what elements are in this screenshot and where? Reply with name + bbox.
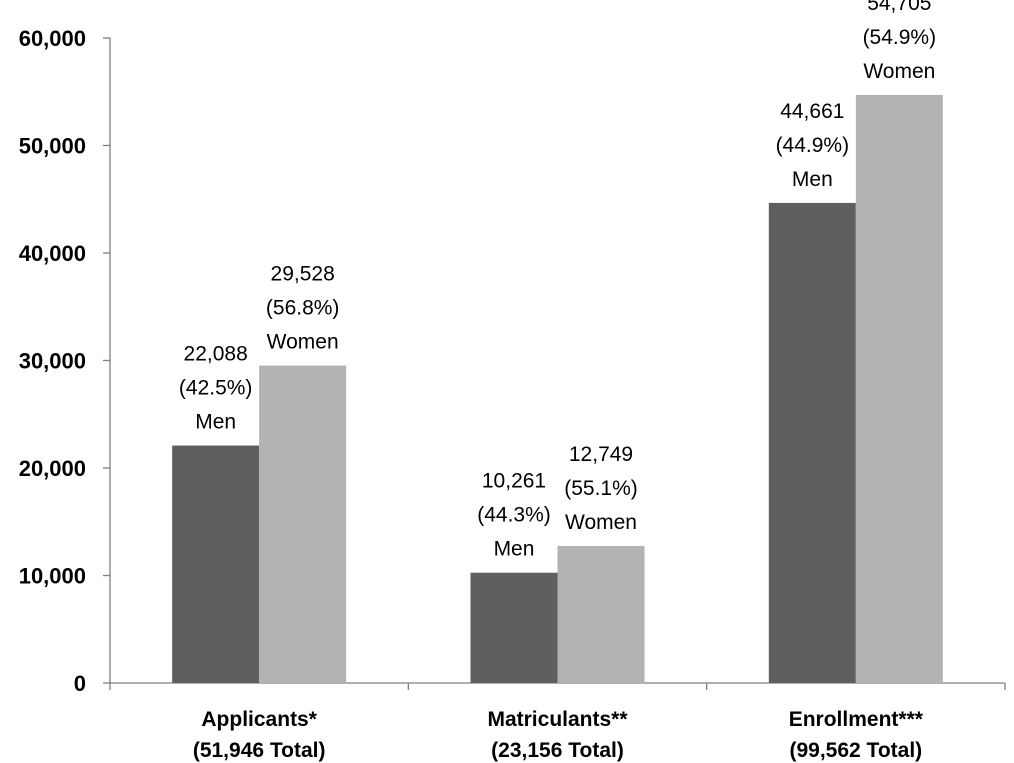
y-tick-label: 20,000: [19, 456, 86, 481]
y-tick-label: 30,000: [19, 349, 86, 374]
category-label-0: Applicants* (51,946 Total): [193, 708, 326, 762]
y-tick-label: 40,000: [19, 241, 86, 266]
data-label-men-0: 22,088 (42.5%) Men: [179, 343, 253, 434]
y-tick-label: 0: [74, 671, 86, 696]
bar-women-0: [259, 365, 347, 683]
data-label-women-0: 29,528 (56.8%) Women: [266, 263, 340, 354]
category-label-2: Enrollment*** (99,562 Total): [789, 708, 924, 762]
data-label-women-1: 12,749 (55.1%) Women: [564, 443, 638, 534]
y-tick-label: 60,000: [19, 26, 86, 51]
data-label-men-2: 44,661 (44.9%) Men: [776, 100, 850, 191]
data-label-women-2: 54,705 (54.9%) Women: [863, 0, 937, 83]
category-label-1: Matriculants** (23,156 Total): [487, 708, 628, 762]
bars: [172, 94, 943, 683]
data-label-men-1: 10,261 (44.3%) Men: [477, 470, 551, 561]
bar-men-1: [470, 572, 558, 683]
x-axis: [109, 682, 1006, 690]
bar-men-0: [172, 445, 260, 683]
y-axis: 0 10,000 20,000 30,000 40,000 50,000 60,000: [19, 26, 111, 696]
bar-women-2: [855, 94, 943, 683]
y-tick-label: 10,000: [19, 564, 86, 589]
category-labels: Applicants* (51,946 Total) Matriculants**(…: [193, 708, 924, 762]
bar-women-1: [557, 545, 645, 683]
y-tick-label: 50,000: [19, 134, 86, 159]
bar-men-2: [768, 202, 856, 683]
